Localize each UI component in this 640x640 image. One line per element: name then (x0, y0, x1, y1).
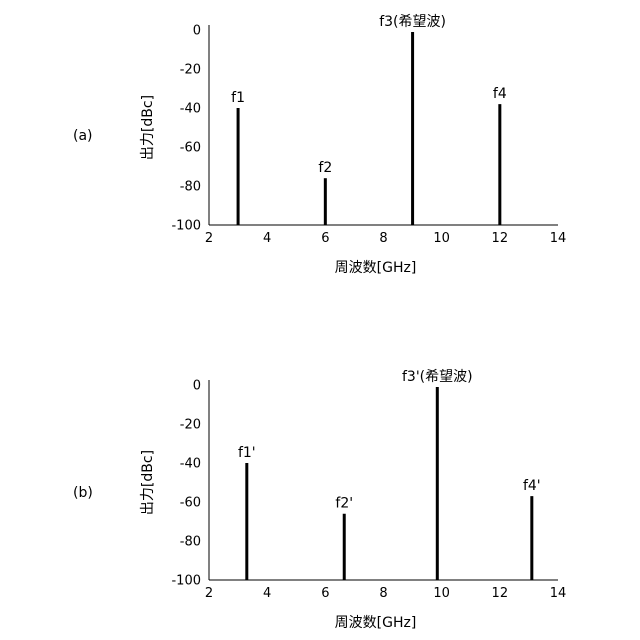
y-tick-label: -40 (180, 102, 201, 117)
y-axis-title: 出力[dBc] (140, 450, 156, 515)
x-tick-label: 12 (492, 231, 509, 246)
x-tick-label: 14 (550, 586, 567, 601)
x-tick-label: 6 (321, 586, 329, 601)
x-tick-label: 10 (433, 586, 450, 601)
y-tick-label: -100 (171, 219, 201, 234)
chart-panel-b: 0 -20 -40 -60 -80 -100 2 4 6 8 10 12 14 f1' f2' f3'(希望波… (73, 369, 566, 631)
y-tick-label: -40 (180, 457, 201, 472)
x-axis-title: 周波数[GHz] (335, 615, 417, 631)
peak-label: f2' (335, 496, 353, 512)
x-tick-label: 4 (263, 586, 271, 601)
x-tick-label: 2 (205, 586, 213, 601)
peak-label: f1 (231, 90, 245, 106)
x-tick-label: 2 (205, 231, 213, 246)
y-axis-title: 出力[dBc] (140, 95, 156, 160)
x-tick-label: 8 (379, 231, 387, 246)
x-tick-label: 8 (379, 586, 387, 601)
y-tick-label: -80 (180, 535, 201, 550)
panel-label: (b) (73, 485, 93, 501)
y-tick-label: 0 (193, 379, 201, 394)
peak-label: f4' (523, 478, 541, 494)
peak-label: f3(希望波) (379, 14, 446, 30)
y-tick-label: -20 (180, 418, 201, 433)
y-tick-label: -60 (180, 141, 201, 156)
x-tick-label: 12 (492, 586, 509, 601)
y-tick-label: -80 (180, 180, 201, 195)
y-tick-label: -60 (180, 496, 201, 511)
peak-label: f4 (493, 86, 507, 102)
peak-label: f3'(希望波) (402, 369, 473, 385)
y-tick-label: -100 (171, 574, 201, 589)
x-tick-label: 4 (263, 231, 271, 246)
y-tick-label: -20 (180, 63, 201, 78)
peak-label: f1' (238, 445, 256, 461)
x-tick-label: 14 (550, 231, 567, 246)
y-tick-label: 0 (193, 24, 201, 39)
x-tick-label: 10 (433, 231, 450, 246)
x-tick-label: 6 (321, 231, 329, 246)
chart-panel-a: 0 -20 -40 -60 -80 -100 2 4 6 8 10 12 14 f1 f2 f3(希望波) f4… (73, 14, 566, 276)
panel-label: (a) (73, 128, 93, 144)
x-axis-title: 周波数[GHz] (335, 260, 417, 276)
peak-label: f2 (318, 160, 332, 176)
